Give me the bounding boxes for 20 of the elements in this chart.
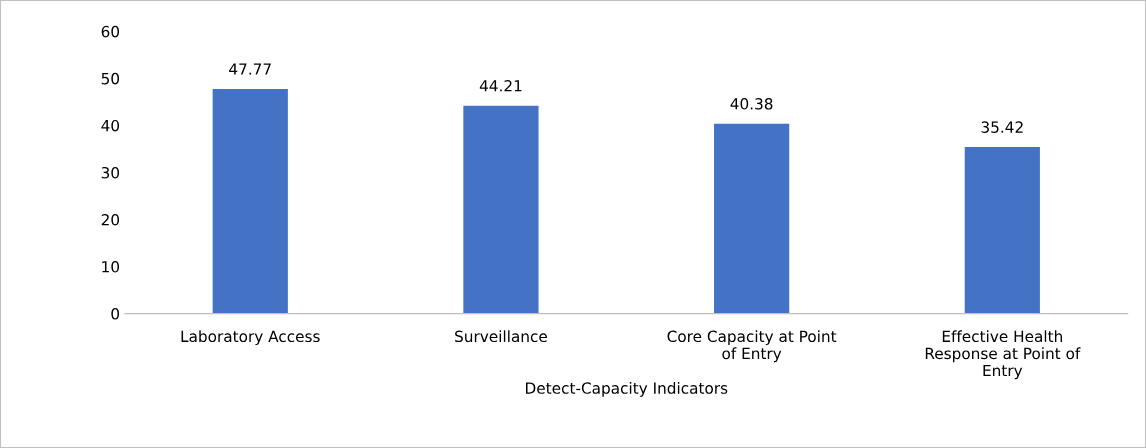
data-label: 44.21 <box>479 80 522 92</box>
y-tick-label: 20 <box>101 213 120 226</box>
x-axis-title: Detect-Capacity Indicators <box>526 382 728 397</box>
x-tick-label: Surveillance <box>455 330 547 343</box>
bar <box>212 88 288 314</box>
y-tick-label: 60 <box>101 25 120 38</box>
y-tick-label: 40 <box>101 119 120 132</box>
y-tick-label: 10 <box>102 261 120 273</box>
bar <box>714 123 790 314</box>
data-label: 40.38 <box>730 98 773 110</box>
y-tick-label: 30 <box>101 166 120 179</box>
bar <box>964 146 1040 314</box>
x-tick-label: Core Capacity at Point of Entry <box>667 330 837 363</box>
bar <box>463 105 539 314</box>
data-label: 35.42 <box>981 121 1023 133</box>
data-label: 47.77 <box>229 63 271 75</box>
x-tick-label: Laboratory Access <box>181 330 320 346</box>
x-tick-label: Effective Health Response at Point of Entry <box>925 330 1081 380</box>
y-tick-label: 0 <box>111 308 120 320</box>
y-tick-label: 50 <box>101 72 120 85</box>
